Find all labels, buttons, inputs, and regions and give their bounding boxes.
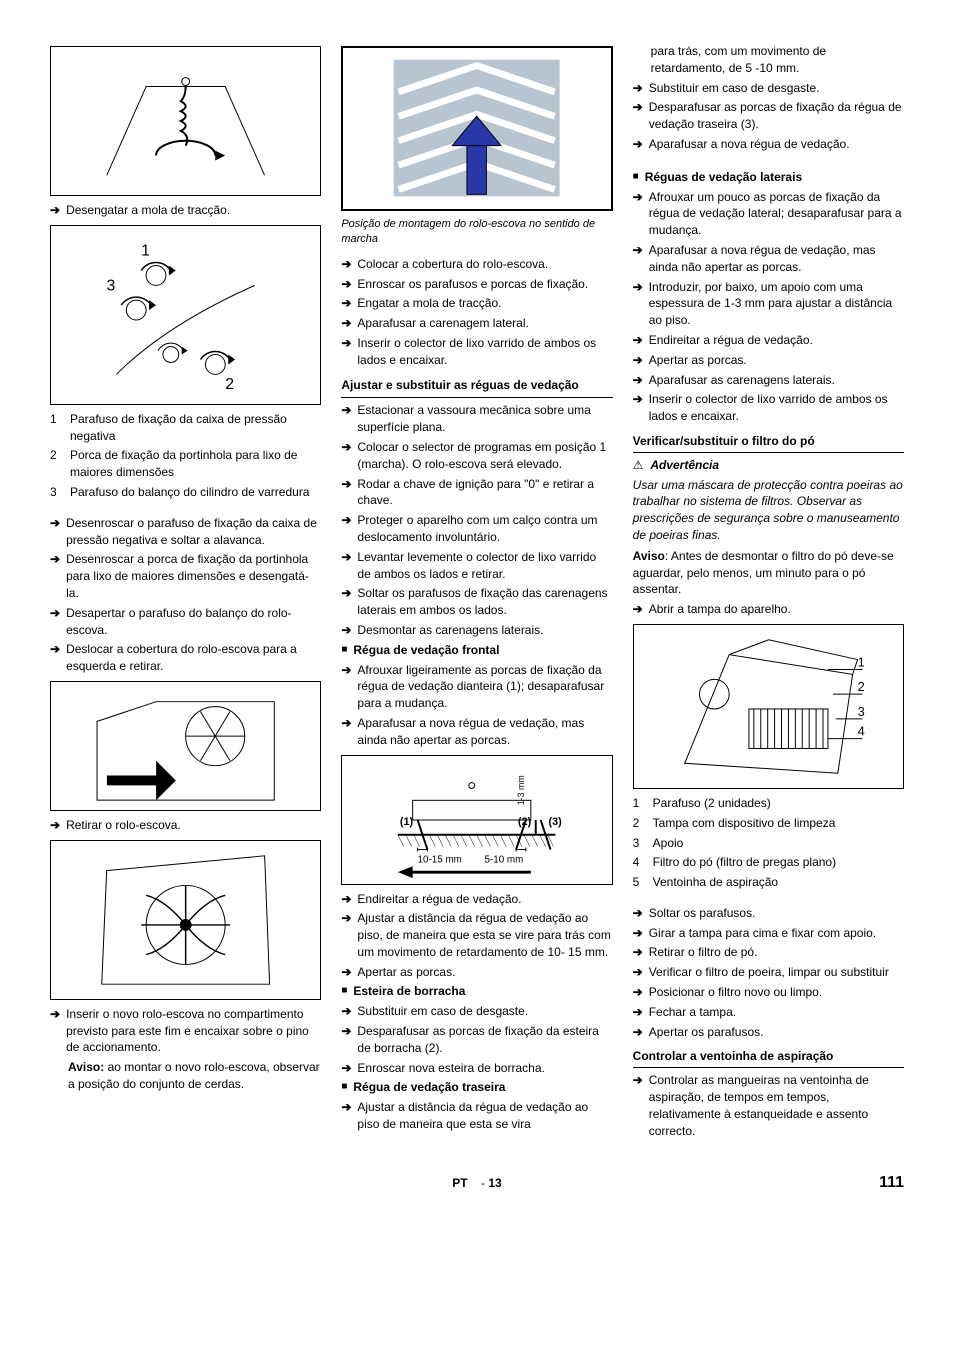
- text: Afrouxar ligeiramente as porcas de fixaç…: [357, 662, 612, 712]
- text: Soltar os parafusos de fixação das caren…: [357, 585, 612, 619]
- arrow-bullet: ➔: [50, 202, 60, 219]
- figure-filter: 1 2 3 4: [633, 624, 904, 789]
- svg-text:3: 3: [857, 704, 864, 719]
- text: Substituir em caso de desgaste.: [649, 80, 904, 97]
- text: Porca de fixação da portinhola para lixo…: [70, 447, 321, 481]
- text: Parafuso de fixação da caixa de pressão …: [70, 411, 321, 445]
- text: Afrouxar um pouco as porcas de fixação d…: [649, 189, 904, 239]
- text: Verificar o filtro de poeira, limpar ou …: [649, 964, 904, 981]
- figure-screws: 1 3 2: [50, 225, 321, 405]
- text: Ajustar a distância da régua de vedação …: [357, 1099, 612, 1133]
- text: Desmontar as carenagens laterais.: [357, 622, 612, 639]
- figure-chevrons: [341, 46, 612, 211]
- warning-heading: ⚠ Advertência: [633, 457, 904, 474]
- text: Esteira de borracha: [353, 983, 612, 1000]
- text: Aparafusar a nova régua de vedação.: [649, 136, 904, 153]
- num: 3: [50, 484, 70, 501]
- text: Fechar a tampa.: [649, 1004, 904, 1021]
- figure-seal-diagram: (1) (2) (3) 10-15 mm 5-10 mm 1-3 mm: [341, 755, 612, 885]
- text: Inserir o colector de lixo varrido de am…: [649, 391, 904, 425]
- text: Desengatar a mola de tracção.: [66, 202, 321, 219]
- figure-spring: [50, 46, 321, 196]
- svg-text:1-3 mm: 1-3 mm: [516, 775, 526, 805]
- text: Enroscar os parafusos e porcas de fixaçã…: [357, 276, 612, 293]
- text: Enroscar nova esteira de borracha.: [357, 1060, 612, 1077]
- svg-text:1: 1: [141, 242, 150, 259]
- text: Réguas de vedação laterais: [645, 169, 904, 186]
- text: Filtro do pó (filtro de pregas plano): [653, 854, 904, 871]
- text: Ajustar a distância da régua de vedação …: [357, 910, 612, 960]
- text: Tampa com dispositivo de limpeza: [653, 815, 904, 832]
- page-footer: PT - 13 111: [50, 1172, 904, 1194]
- text: Ventoinha de aspiração: [653, 874, 904, 891]
- num: 2: [50, 447, 70, 464]
- figure-caption: Posição de montagem do rolo-escova no se…: [341, 217, 612, 248]
- text: Rodar a chave de ignição para "0" e reti…: [357, 476, 612, 510]
- text: Engatar a mola de tracção.: [357, 295, 612, 312]
- text: Inserir o novo rolo-escova no compartime…: [66, 1006, 321, 1056]
- subheading: Verificar/substituir o filtro do pó: [633, 433, 904, 453]
- text: Abrir a tampa do aparelho.: [649, 601, 904, 618]
- text: Introduzir, por baixo, um apoio com uma …: [649, 279, 904, 329]
- text: Controlar as mangueiras na ventoinha de …: [649, 1072, 904, 1139]
- text: Colocar a cobertura do rolo-escova.: [357, 256, 612, 273]
- text: Endireitar a régua de vedação.: [649, 332, 904, 349]
- text: Aparafusar a nova régua de vedação, mas …: [649, 242, 904, 276]
- aviso-note: Aviso: ao montar o novo rolo-escova, obs…: [68, 1059, 321, 1093]
- text: Apertar os parafusos.: [649, 1024, 904, 1041]
- text: Apertar as porcas.: [649, 352, 904, 369]
- figure-remove-brush: [50, 681, 321, 811]
- text: Aparafusar a carenagem lateral.: [357, 315, 612, 332]
- text: Proteger o aparelho com um calço contra …: [357, 512, 612, 546]
- text: Retirar o filtro de pó.: [649, 944, 904, 961]
- svg-text:5-10 mm: 5-10 mm: [485, 854, 524, 865]
- text: Desparafusar as porcas de fixação da rég…: [649, 99, 904, 133]
- warning-text: Usar uma máscara de protecção contra poe…: [633, 477, 904, 544]
- text: Apoio: [653, 835, 904, 852]
- svg-text:(2): (2): [518, 815, 532, 827]
- text: Desparafusar as porcas de fixação da est…: [357, 1023, 612, 1057]
- text: Endireitar a régua de vedação.: [357, 891, 612, 908]
- svg-text:4: 4: [857, 724, 864, 739]
- square-bullet: ■: [341, 642, 347, 658]
- num: 1: [50, 411, 70, 428]
- text: Aparafusar as carenagens laterais.: [649, 372, 904, 389]
- text: Desenroscar o parafuso de fixação da cai…: [66, 515, 321, 549]
- figure-insert-brush: [50, 840, 321, 1000]
- aviso-note: Aviso: Antes de desmontar o filtro do pó…: [633, 548, 904, 598]
- subheading: Controlar a ventoinha de aspiração: [633, 1048, 904, 1068]
- svg-text:2: 2: [857, 679, 864, 694]
- text: Posicionar o filtro novo ou limpo.: [649, 984, 904, 1001]
- text: Soltar os parafusos.: [649, 905, 904, 922]
- text: Substituir em caso de desgaste.: [357, 1003, 612, 1020]
- subheading: Ajustar e substituir as réguas de vedaçã…: [341, 377, 612, 394]
- text: Girar a tampa para cima e fixar com apoi…: [649, 925, 904, 942]
- svg-text:(1): (1): [400, 815, 414, 827]
- text: Levantar levemente o colector de lixo va…: [357, 549, 612, 583]
- svg-text:1: 1: [857, 654, 864, 669]
- continuation-text: para trás, com um movimento de retardame…: [651, 43, 904, 77]
- text: Parafuso do balanço do cilindro de varre…: [70, 484, 321, 501]
- text: Colocar o selector de programas em posiç…: [357, 439, 612, 473]
- text: Parafuso (2 unidades): [653, 795, 904, 812]
- text: Retirar o rolo-escova.: [66, 817, 321, 834]
- text: Aparafusar a nova régua de vedação, mas …: [357, 715, 612, 749]
- text: Deslocar a cobertura do rolo-escova para…: [66, 641, 321, 675]
- text: Estacionar a vassoura mecânica sobre uma…: [357, 402, 612, 436]
- svg-text:(3): (3): [549, 815, 563, 827]
- svg-text:10-15 mm: 10-15 mm: [418, 854, 462, 865]
- text: Desenroscar a porca de fixação da portin…: [66, 551, 321, 601]
- text: Desapertar o parafuso do balanço do rolo…: [66, 605, 321, 639]
- text: Régua de vedação traseira: [353, 1079, 612, 1096]
- svg-text:3: 3: [107, 277, 116, 294]
- text: Inserir o colector de lixo varrido de am…: [357, 335, 612, 369]
- svg-text:2: 2: [225, 376, 234, 393]
- text: Apertar as porcas.: [357, 964, 612, 981]
- text: Régua de vedação frontal: [353, 642, 612, 659]
